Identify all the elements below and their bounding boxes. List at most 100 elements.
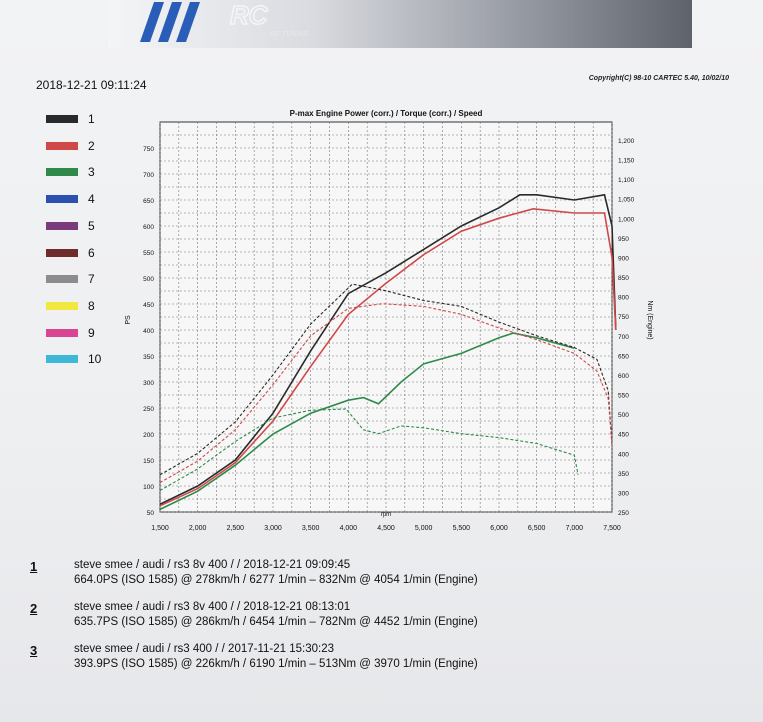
x-tick-label: 6,500	[528, 525, 546, 532]
x-tick-label: 4,500	[377, 525, 395, 532]
x-tick-label: 7,000	[566, 525, 584, 532]
legend-item: 3	[46, 165, 116, 179]
y-right-tick-label: 450	[618, 432, 629, 439]
copyright-note: Copyright(C) 98-10 CARTEC 5.40, 10/02/10	[588, 75, 729, 82]
x-tick-label: 1,500	[151, 525, 169, 532]
y-right-tick-label: 1,050	[618, 197, 635, 204]
legend-swatch	[46, 248, 78, 257]
legend-item: 1	[46, 112, 116, 126]
legend-label: 5	[88, 218, 95, 233]
y-left-tick-label: 550	[143, 250, 154, 257]
legend-label: 2	[88, 138, 95, 153]
y-right-tick-label: 850	[618, 275, 629, 282]
legend-item: 4	[46, 192, 116, 206]
legend-label: 3	[88, 165, 95, 180]
y-left-tick-label: 200	[143, 432, 154, 439]
y-left-tick-label: 350	[143, 354, 154, 361]
svg-text:RC: RC	[230, 2, 269, 30]
legend-item: 6	[46, 246, 116, 260]
header-banner	[108, 0, 692, 48]
x-tick-label: 2,500	[227, 525, 245, 532]
series-line-torque-3	[159, 408, 579, 491]
x-tick-label: 5,000	[415, 525, 433, 532]
y-left-tick-label: 750	[143, 146, 154, 153]
y-right-tick-label: 1,000	[618, 216, 635, 223]
run-number: 1	[30, 559, 38, 574]
series-line-power-2	[159, 207, 617, 507]
y-left-tick-label: 50	[147, 510, 155, 517]
y-right-tick-label: 300	[618, 490, 629, 497]
y-left-tick-label: 600	[143, 224, 154, 231]
x-tick-label: 6,000	[490, 525, 508, 532]
series-line-torque-1	[159, 283, 613, 476]
legend-swatch	[46, 328, 78, 337]
x-tick-label: 7,500	[603, 525, 621, 532]
y-right-tick-label: 350	[618, 471, 629, 478]
y-right-tick-label: 600	[618, 373, 629, 380]
y-right-tick-label: 650	[618, 353, 629, 360]
legend-swatch	[46, 141, 78, 150]
x-tick-label: 3,000	[264, 525, 282, 532]
y-left-tick-label: 650	[143, 198, 154, 205]
x-tick-label: 5,500	[453, 525, 471, 532]
y-left-tick-label: 150	[143, 458, 154, 465]
run-description: steve smee / audi / rs3 400 / / 2017-11-…	[74, 643, 334, 655]
x-tick-label: 3,500	[302, 525, 320, 532]
legend-item: 10	[46, 352, 116, 366]
run-number: 2	[30, 601, 38, 616]
y-left-axis-label: PS	[125, 315, 132, 325]
print-timestamp: 2018-12-21 09:11:24	[36, 78, 147, 92]
y-right-tick-label: 800	[618, 295, 629, 302]
legend-item: 2	[46, 139, 116, 153]
legend-swatch	[46, 195, 78, 204]
legend-swatch	[46, 221, 78, 230]
x-tick-label: 2,000	[189, 525, 207, 532]
x-tick-label: 4,000	[340, 525, 358, 532]
legend-item: 7	[46, 272, 116, 286]
y-left-tick-label: 700	[143, 172, 154, 179]
y-right-tick-label: 1,150	[618, 158, 635, 165]
svg-text:RC TUNING: RC TUNING	[270, 31, 309, 38]
y-right-tick-label: 400	[618, 451, 629, 458]
run-result: 393.9PS (ISO 1585) @ 226km/h / 6190 1/mi…	[74, 658, 478, 670]
x-axis-label: rpm	[381, 512, 391, 518]
y-right-tick-label: 750	[618, 314, 629, 321]
y-right-tick-label: 500	[618, 412, 629, 419]
y-left-tick-label: 400	[143, 328, 154, 335]
run-description: steve smee / audi / rs3 8v 400 / / 2018-…	[74, 559, 351, 571]
chart-title: P-max Engine Power (corr.) / Torque (cor…	[290, 109, 483, 118]
y-right-tick-label: 550	[618, 393, 629, 400]
legend-label: 7	[88, 272, 95, 287]
legend-item: 5	[46, 219, 116, 233]
legend-swatch	[46, 115, 78, 123]
legend-label: 4	[88, 192, 95, 207]
y-right-axis-label: Nm (Engine)	[646, 300, 653, 339]
y-right-tick-label: 700	[618, 334, 629, 341]
run-number: 3	[30, 643, 38, 658]
tuner-logo: RC RC TUNING	[140, 2, 309, 42]
legend-label: 10	[88, 352, 102, 367]
y-left-tick-label: 500	[143, 276, 154, 283]
y-right-tick-label: 1,200	[618, 138, 635, 145]
y-right-tick-label: 900	[618, 255, 629, 262]
legend-item: 9	[46, 326, 116, 340]
legend-swatch	[46, 301, 78, 310]
run-result: 635.7PS (ISO 1585) @ 286km/h / 6454 1/mi…	[74, 616, 478, 628]
y-left-tick-label: 450	[143, 302, 154, 309]
legend-label: 8	[88, 298, 95, 313]
run-result: 664.0PS (ISO 1585) @ 278km/h / 6277 1/mi…	[74, 574, 478, 586]
series-line-power-3	[159, 332, 575, 511]
legend-label: 1	[88, 112, 95, 126]
run-description: steve smee / audi / rs3 8v 400 / / 2018-…	[74, 601, 351, 613]
y-right-tick-label: 1,100	[618, 177, 635, 184]
legend-label: 9	[88, 325, 95, 340]
legend-swatch	[46, 275, 78, 284]
y-left-tick-label: 250	[143, 406, 154, 413]
y-left-tick-label: 300	[143, 380, 154, 387]
legend-item: 8	[46, 299, 116, 313]
y-right-tick-label: 250	[618, 510, 629, 517]
legend-swatch	[46, 355, 78, 364]
legend-swatch	[46, 168, 78, 177]
series-line-torque-2	[159, 303, 613, 484]
